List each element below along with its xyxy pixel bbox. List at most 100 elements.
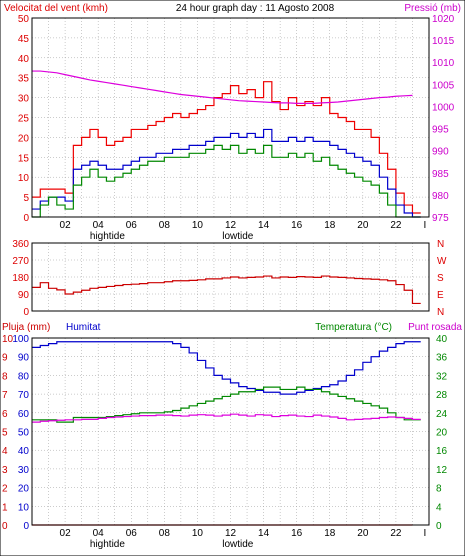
x-tick-label: 16 xyxy=(291,220,303,231)
direction-tick-label: 90 xyxy=(18,290,30,301)
wind-series-group xyxy=(32,70,421,218)
wind-tick-label: 15 xyxy=(18,153,30,164)
temperature-tick-label: 8 xyxy=(436,484,442,495)
x-tick-label: 22 xyxy=(390,220,402,231)
humidity-tick-label: 0 xyxy=(23,521,29,532)
wind-tick-label: 40 xyxy=(18,54,30,65)
compass-tick-label: S xyxy=(437,273,444,284)
x-tick-label: 16 xyxy=(291,528,303,539)
x-tick-label: 04 xyxy=(93,220,105,231)
wind-tick-label: 25 xyxy=(18,114,30,125)
x-tick-label: 10 xyxy=(192,220,204,231)
compass-tick-label: N xyxy=(437,307,444,318)
rain-humidity-plot-frame xyxy=(31,337,430,526)
rain-tick-label: 7 xyxy=(2,390,8,401)
x-tick-label: 10 xyxy=(192,528,204,539)
pressure-tick-label: 980 xyxy=(432,191,449,202)
series-line-humitat xyxy=(32,341,421,395)
temperature-ticks: 0 4 8 12 16 20 24 28 32 36 40 xyxy=(436,334,448,532)
series-line-punt-rosada xyxy=(32,413,421,423)
temperature-tick-label: 0 xyxy=(436,521,442,532)
humidity-tick-label: 60 xyxy=(18,409,30,420)
wind-tick-label: 35 xyxy=(18,74,30,85)
x-tick-label: 12 xyxy=(225,220,237,231)
x-tick-label: 08 xyxy=(159,528,171,539)
x-tick-label: 06 xyxy=(126,528,138,539)
rain-tick-label: 6 xyxy=(2,409,8,420)
temperature-tick-label: 28 xyxy=(436,390,448,401)
temperature-tick-label: 20 xyxy=(436,428,448,439)
pressure-tick-label: 1015 xyxy=(432,36,455,47)
pressure-tick-label: 1010 xyxy=(432,58,455,69)
compass-tick-label: E xyxy=(437,290,444,301)
rain-tick-label: 1 xyxy=(2,502,8,513)
pressure-tick-label: 1005 xyxy=(432,80,455,91)
temperature-tick-label: 12 xyxy=(436,465,448,476)
series-line-speed xyxy=(32,144,421,218)
compass-tick-label: N xyxy=(437,239,444,250)
chart-title: 24 hour graph day : 11 Agosto 2008 xyxy=(176,3,335,14)
humidity-tick-label: 100 xyxy=(12,334,29,345)
x-tick-label: 04 xyxy=(93,528,105,539)
humidity-tick-label: 30 xyxy=(18,465,30,476)
temperature-tick-label: 40 xyxy=(436,334,448,345)
x-tick-label: 06 xyxy=(126,220,138,231)
direction-plot-frame xyxy=(31,242,430,312)
series-line-pressure xyxy=(32,70,413,104)
humidity-tick-label: 50 xyxy=(18,428,30,439)
x-tick-label: 18 xyxy=(324,528,336,539)
tide-label: lowtide xyxy=(222,539,254,550)
humidity-tick-label: 80 xyxy=(18,371,30,382)
rain-tick-label: 5 xyxy=(2,428,8,439)
x-tick-label: 12 xyxy=(225,528,237,539)
tide-label: hightide xyxy=(90,539,125,550)
rain-tick-label: 9 xyxy=(2,353,8,364)
rain-tick-label: 8 xyxy=(2,371,8,382)
wind-tick-label: 30 xyxy=(18,94,30,105)
rain-tick-label: 3 xyxy=(2,465,8,476)
direction-tick-label: 0 xyxy=(23,307,29,318)
wind-speed-ticks: 0 5 10 15 20 25 30 35 40 45 50 xyxy=(18,14,30,224)
direction-series-group xyxy=(32,275,421,305)
direction-tick-label: 360 xyxy=(12,239,29,250)
pressure-tick-label: 1020 xyxy=(432,14,455,25)
pressure-tick-label: 1000 xyxy=(432,102,455,113)
rain-humidity-grid xyxy=(31,337,430,526)
rain-tick-label: 2 xyxy=(2,484,8,495)
humidity-tick-label: 40 xyxy=(18,446,30,457)
temperature-tick-label: 36 xyxy=(436,353,448,364)
temperature-tick-label: 32 xyxy=(436,371,448,382)
x-tick-label: 20 xyxy=(357,528,369,539)
temperature-axis-label: Temperatura (°C) xyxy=(315,322,392,333)
temperature-tick-label: 16 xyxy=(436,446,448,457)
wind-tick-label: 50 xyxy=(18,14,30,25)
pressure-tick-label: 990 xyxy=(432,147,449,158)
x-tick-label: 22 xyxy=(390,528,402,539)
x-tick-label: 18 xyxy=(324,220,336,231)
series-line-gust xyxy=(32,81,421,214)
pressure-tick-label: 985 xyxy=(432,169,449,180)
rain-axis-label: Pluja (mm) xyxy=(2,322,50,333)
series-line-average xyxy=(32,128,421,218)
series-line-temperatura xyxy=(32,386,421,423)
x-tick-label: 02 xyxy=(60,220,72,231)
rain-tick-label: 0 xyxy=(2,521,8,532)
x-tick-label: 14 xyxy=(258,220,270,231)
wind-tick-label: 10 xyxy=(18,173,30,184)
humidity-tick-label: 90 xyxy=(18,353,30,364)
humidity-axis-label: Humitat xyxy=(66,322,101,333)
humidity-tick-label: 10 xyxy=(18,502,30,513)
temperature-tick-label: 4 xyxy=(436,502,442,513)
x-tick-label: 02 xyxy=(60,528,72,539)
pressure-tick-label: 995 xyxy=(432,125,449,136)
x-tick-label: I xyxy=(423,528,426,539)
humidity-tick-label: 20 xyxy=(18,484,30,495)
humidity-tick-label: 70 xyxy=(18,390,30,401)
x-tick-label: 14 xyxy=(258,528,270,539)
x-tick-label: 08 xyxy=(159,220,171,231)
